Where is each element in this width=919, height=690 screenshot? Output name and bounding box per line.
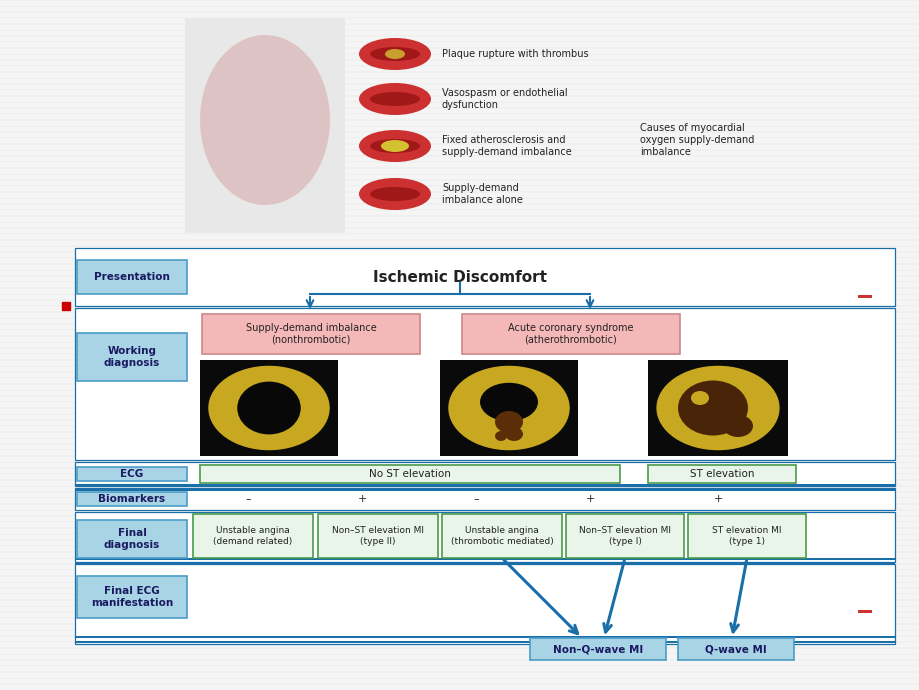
Ellipse shape [358, 38, 430, 70]
Text: +: + [584, 494, 594, 504]
Bar [687, 514, 805, 558]
Ellipse shape [655, 366, 778, 451]
Text: Unstable angina
(demand related): Unstable angina (demand related) [213, 526, 292, 546]
Text: Presentation: Presentation [94, 272, 170, 282]
Text: Plaque rupture with thrombus: Plaque rupture with thrombus [441, 49, 588, 59]
Bar [202, 314, 420, 354]
Bar [75, 636, 894, 638]
Text: Ischemic Discomfort: Ischemic Discomfort [372, 270, 547, 284]
Bar [75, 462, 894, 486]
Ellipse shape [199, 35, 330, 205]
Text: Working
diagnosis: Working diagnosis [104, 346, 160, 368]
Bar [75, 489, 894, 491]
Bar [529, 638, 665, 660]
Ellipse shape [369, 92, 420, 106]
Bar [75, 484, 894, 486]
Ellipse shape [722, 415, 752, 437]
Bar [318, 514, 437, 558]
Bar [565, 514, 683, 558]
Ellipse shape [448, 366, 569, 451]
Bar [77, 576, 187, 618]
Text: –: – [472, 494, 478, 504]
Bar [77, 260, 187, 294]
Text: Vasospasm or endothelial
dysfunction: Vasospasm or endothelial dysfunction [441, 88, 567, 110]
Bar [677, 638, 793, 660]
Text: ST elevation: ST elevation [689, 469, 754, 479]
Text: Non–Q-wave MI: Non–Q-wave MI [552, 644, 642, 654]
Bar [75, 564, 894, 644]
Ellipse shape [505, 427, 522, 441]
Text: Unstable angina
(thrombotic mediated): Unstable angina (thrombotic mediated) [450, 526, 552, 546]
Bar [199, 465, 619, 483]
Ellipse shape [358, 130, 430, 162]
Text: Biomarkers: Biomarkers [98, 494, 165, 504]
Bar [75, 248, 894, 306]
Bar [75, 558, 894, 560]
Bar [857, 295, 871, 298]
Text: Fixed atherosclerosis and
supply-demand imbalance: Fixed atherosclerosis and supply-demand … [441, 135, 571, 157]
Bar [77, 467, 187, 481]
Ellipse shape [380, 140, 409, 152]
Bar [62, 302, 70, 310]
Text: Q-wave MI: Q-wave MI [704, 644, 766, 654]
Bar [185, 18, 345, 233]
Bar [857, 610, 871, 613]
Bar [75, 308, 894, 460]
Bar [441, 514, 562, 558]
Bar [75, 488, 894, 510]
Text: Final ECG
manifestation: Final ECG manifestation [91, 586, 173, 608]
Text: Non–ST elevation MI
(type II): Non–ST elevation MI (type II) [332, 526, 424, 546]
Text: Final
diagnosis: Final diagnosis [104, 529, 160, 550]
Text: –: – [245, 494, 251, 504]
Bar [77, 333, 187, 381]
Ellipse shape [369, 139, 420, 153]
Bar [75, 512, 894, 562]
Bar [75, 563, 894, 565]
Text: Acute coronary syndrome
(atherothrombotic): Acute coronary syndrome (atherothromboti… [507, 323, 633, 345]
Text: Supply-demand imbalance
(nonthrombotic): Supply-demand imbalance (nonthrombotic) [245, 323, 376, 345]
Text: No ST elevation: No ST elevation [369, 469, 450, 479]
Bar [199, 360, 337, 456]
Ellipse shape [369, 187, 420, 201]
Text: Causes of myocardial
oxygen supply-demand
imbalance: Causes of myocardial oxygen supply-deman… [640, 124, 754, 157]
Text: +: + [712, 494, 722, 504]
Ellipse shape [237, 382, 301, 435]
Ellipse shape [494, 411, 522, 433]
Ellipse shape [480, 383, 538, 421]
Ellipse shape [677, 380, 747, 435]
Ellipse shape [494, 431, 506, 441]
Ellipse shape [208, 366, 329, 451]
Ellipse shape [369, 47, 420, 61]
Bar [193, 514, 312, 558]
Ellipse shape [358, 178, 430, 210]
Bar [647, 465, 795, 483]
Text: Non–ST elevation MI
(type I): Non–ST elevation MI (type I) [578, 526, 670, 546]
Ellipse shape [690, 391, 709, 405]
Ellipse shape [358, 83, 430, 115]
Bar [461, 314, 679, 354]
Bar [439, 360, 577, 456]
Bar [77, 492, 187, 506]
Text: +: + [357, 494, 367, 504]
Bar [647, 360, 788, 456]
Bar [77, 520, 187, 558]
Ellipse shape [384, 49, 404, 59]
Bar [75, 641, 894, 643]
Text: ST elevation MI
(type 1): ST elevation MI (type 1) [711, 526, 781, 546]
Text: Supply-demand
imbalance alone: Supply-demand imbalance alone [441, 184, 522, 205]
Text: ECG: ECG [120, 469, 143, 479]
